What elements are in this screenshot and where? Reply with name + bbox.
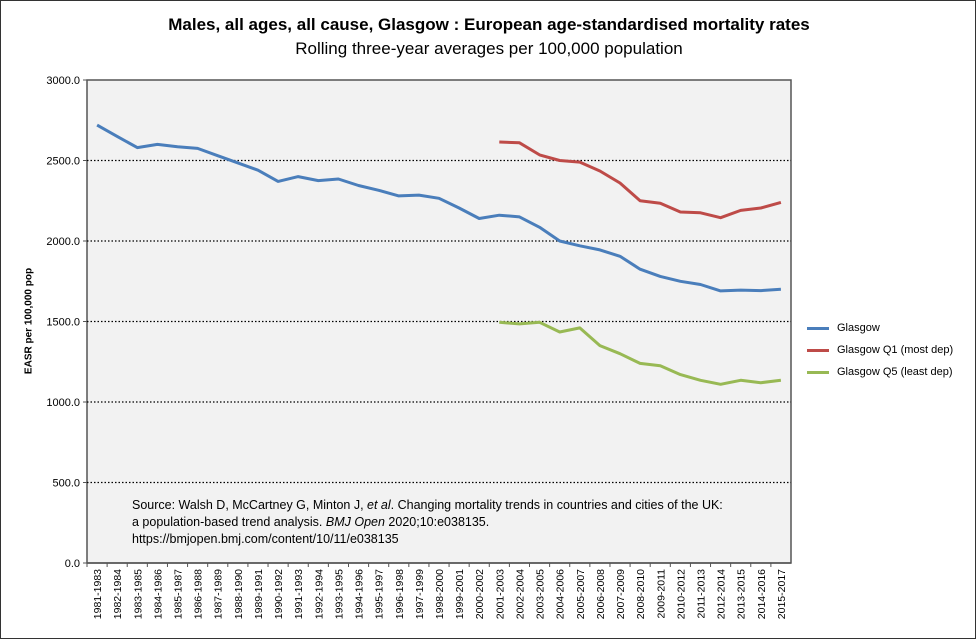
x-tick-label: 1991-1993: [293, 569, 305, 619]
source-text: 2020;10:e038135.: [384, 515, 490, 529]
x-tick-label: 1985-1987: [173, 569, 185, 619]
x-tick-label: 2012-2014: [716, 569, 728, 619]
y-axis-label: EASR per 100,000 pop: [23, 267, 35, 375]
legend: Glasgow Glasgow Q1 (most dep) Glasgow Q5 (…: [807, 317, 953, 383]
x-tick-label: 2011-2013: [695, 569, 707, 619]
y-tick-label: 0.0: [65, 558, 80, 570]
y-tick-label: 3000.0: [46, 75, 80, 87]
x-tick-label: 1998-2000: [434, 569, 446, 619]
y-tick-label: 2500.0: [46, 156, 80, 168]
x-tick-label: 1989-1991: [253, 569, 265, 619]
x-tick-label: 2009-2011: [655, 569, 667, 619]
x-tick-label: 1990-1992: [273, 569, 285, 619]
legend-swatch: [807, 326, 829, 330]
x-tick-label: 2010-2012: [675, 569, 687, 619]
x-tick-label: 1984-1986: [152, 569, 164, 619]
x-tick-label: 1993-1995: [333, 569, 345, 619]
plot-area: [86, 79, 792, 564]
x-tick-label: 1987-1989: [213, 569, 225, 619]
y-tick-label: 1500.0: [46, 317, 80, 329]
source-journal: BMJ Open: [325, 515, 385, 529]
x-tick-label: 1983-1985: [132, 569, 144, 619]
x-tick-label: 2004-2006: [555, 569, 567, 619]
x-tick-label: 2006-2008: [595, 569, 607, 619]
x-tick-label: 1988-1990: [233, 569, 245, 619]
x-tick-label: 2013-2015: [736, 569, 748, 619]
x-tick-label: 2003-2005: [535, 569, 547, 619]
x-tick-label: 1994-1996: [354, 569, 366, 619]
x-tick-label: 2007-2009: [615, 569, 627, 619]
legend-item: Glasgow Q5 (least dep): [807, 361, 953, 383]
x-tick-label: 2015-2017: [776, 569, 788, 619]
legend-item: Glasgow Q1 (most dep): [807, 339, 953, 361]
x-tick-label: 1981-1983: [92, 569, 104, 619]
chart-title: Males, all ages, all cause, Glasgow : Eu…: [168, 15, 810, 34]
x-tick-label: 1999-2001: [454, 569, 466, 619]
legend-label: Glasgow Q1 (most dep): [837, 344, 954, 356]
x-tick-label: 2000-2002: [474, 569, 486, 619]
x-tick-label: 2002-2004: [514, 569, 526, 619]
y-tick-label: 500.0: [52, 478, 80, 490]
chart-subtitle: Rolling three-year averages per 100,000 …: [295, 39, 683, 58]
x-tick-label: 1997-1999: [414, 569, 426, 619]
x-tick-label: 1996-1998: [394, 569, 406, 619]
source-link[interactable]: https://bmjopen.bmj.com/content/10/11/e0…: [132, 532, 399, 546]
x-tick-label: 1986-1988: [193, 569, 205, 619]
source-etal: et al: [367, 498, 391, 512]
source-text: a population-based trend analysis.: [132, 515, 326, 529]
y-tick-label: 1000.0: [46, 397, 80, 409]
source-note: Source: Walsh D, McCartney G, Minton J, …: [132, 497, 723, 548]
x-tick-label: 2001-2003: [494, 569, 506, 619]
legend-label: Glasgow: [837, 322, 880, 334]
x-tick-label: 2005-2007: [575, 569, 587, 619]
x-tick-label: 2014-2016: [756, 569, 768, 619]
x-tick-label: 1995-1997: [374, 569, 386, 619]
x-tick-label: 2008-2010: [635, 569, 647, 619]
source-text: Source: Walsh D, McCartney G, Minton J,: [132, 498, 368, 512]
x-tick-label: 1992-1994: [313, 569, 325, 619]
x-tick-label: 1982-1984: [112, 569, 124, 619]
legend-swatch: [807, 348, 829, 352]
legend-label: Glasgow Q5 (least dep): [837, 366, 953, 378]
legend-item: Glasgow: [807, 317, 953, 339]
source-text: . Changing mortality trends in countries…: [390, 498, 723, 512]
legend-swatch: [807, 370, 829, 374]
y-tick-label: 2000.0: [46, 236, 80, 248]
